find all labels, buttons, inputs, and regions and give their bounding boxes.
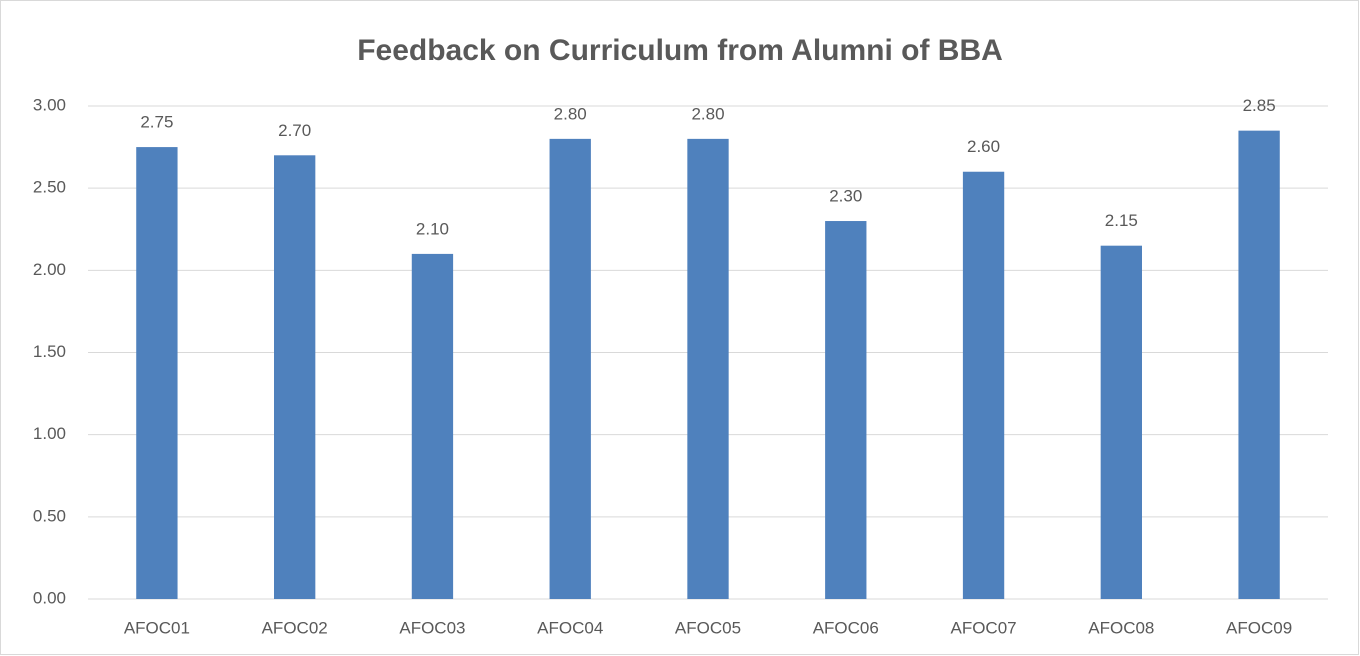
x-tick-label: AFOC07 <box>950 618 1016 637</box>
data-label: 2.70 <box>278 121 311 140</box>
y-tick-label: 3.00 <box>33 95 66 114</box>
x-tick-label: AFOC02 <box>262 618 328 637</box>
x-tick-label: AFOC05 <box>675 618 741 637</box>
data-label: 2.10 <box>416 219 449 238</box>
x-tick-label: AFOC08 <box>1088 618 1154 637</box>
bar <box>549 138 591 599</box>
data-label: 2.85 <box>1243 96 1276 115</box>
x-tick-label: AFOC06 <box>813 618 879 637</box>
data-label: 2.15 <box>1105 211 1138 230</box>
y-tick-label: 2.50 <box>33 178 66 197</box>
bar <box>825 221 867 600</box>
bar <box>274 155 316 600</box>
y-tick-label: 1.50 <box>33 342 66 361</box>
x-tick-label: AFOC01 <box>124 618 190 637</box>
data-label: 2.75 <box>140 113 173 132</box>
bar <box>1238 130 1280 599</box>
y-tick-label: 2.00 <box>33 260 66 279</box>
bar <box>136 147 178 600</box>
bar <box>411 253 454 599</box>
bar <box>1100 245 1142 599</box>
data-label: 2.80 <box>554 104 587 123</box>
data-label: 2.30 <box>829 187 862 206</box>
x-tick-label: AFOC03 <box>399 618 465 637</box>
bar <box>962 171 1005 599</box>
y-tick-label: 1.00 <box>33 424 66 443</box>
x-tick-label: AFOC04 <box>537 618 603 637</box>
chart-title: Feedback on Curriculum from Alumni of BB… <box>357 34 1003 67</box>
bar <box>687 138 729 599</box>
y-tick-label: 0.00 <box>33 588 66 607</box>
y-tick-label: 0.50 <box>33 506 66 525</box>
data-label: 2.80 <box>691 104 724 123</box>
x-tick-label: AFOC09 <box>1226 618 1292 637</box>
data-label: 2.60 <box>967 137 1000 156</box>
